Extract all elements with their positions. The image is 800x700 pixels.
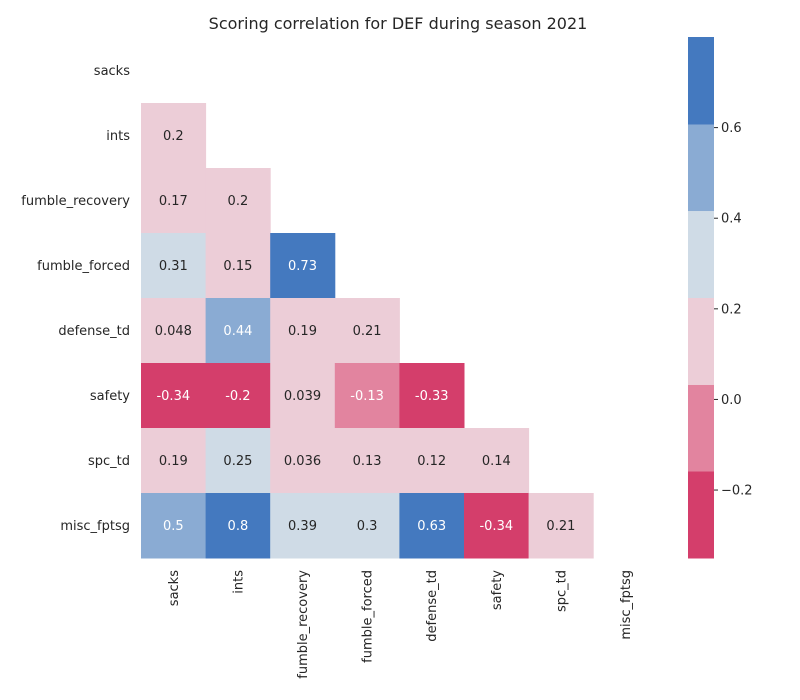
chart-title: Scoring correlation for DEF during seaso…	[209, 14, 588, 33]
heatmap-cell	[399, 493, 465, 559]
cell-value-label: -0.13	[350, 389, 384, 404]
cell-value-label: 0.14	[482, 454, 511, 469]
cell-value-label: -0.34	[156, 389, 190, 404]
cell-value-label: -0.33	[415, 389, 449, 404]
cell-value-label: 0.31	[159, 259, 188, 274]
cell-value-label: 0.036	[284, 454, 321, 469]
heatmap-cell	[141, 168, 207, 234]
heatmap-cell	[205, 428, 271, 494]
cell-value-label: 0.17	[159, 194, 188, 209]
cell-value-label: -0.34	[479, 519, 513, 534]
heatmap-cell	[141, 493, 207, 559]
colorbar-tick-label: 0.4	[721, 212, 742, 227]
heatmap-cell	[205, 298, 271, 364]
heatmap-cell	[334, 428, 400, 494]
heatmap-cell	[334, 493, 400, 559]
y-tick-label: misc_fptsg	[60, 519, 130, 534]
cell-value-label: 0.19	[288, 324, 317, 339]
colorbar-segment	[688, 123, 714, 212]
heatmap-cell	[270, 363, 336, 429]
y-tick-label: spc_td	[88, 454, 130, 469]
heatmap-cell	[528, 493, 594, 559]
heatmap-cell	[270, 493, 336, 559]
heatmap-cell	[205, 363, 271, 429]
colorbar-segment	[688, 37, 714, 125]
y-tick-labels: sacks ints fumble_recovery fumble_forceddef…	[21, 64, 130, 534]
cell-value-label: 0.25	[223, 454, 252, 469]
heatmap-cell	[205, 493, 271, 559]
x-tick-label: fumble_recovery	[296, 570, 311, 679]
heatmap-cell	[464, 428, 530, 494]
x-tick-labels: sacks ints fumble_recovery fumble_forced def…	[167, 570, 634, 679]
colorbar-tick-label: 0.2	[721, 302, 742, 317]
heatmap-cell	[270, 233, 336, 299]
heatmap-cell	[141, 233, 207, 299]
cell-value-label: 0.048	[155, 324, 192, 339]
colorbar-segment	[688, 384, 714, 472]
cell-value-label: 0.13	[353, 454, 382, 469]
x-tick-label: sacks	[167, 570, 182, 606]
heatmap-cell	[141, 363, 207, 429]
cell-value-label: 0.8	[228, 519, 249, 534]
heatmap-cell	[141, 298, 207, 364]
cell-value-label: 0.12	[417, 454, 446, 469]
heatmap-cell	[205, 233, 271, 299]
heatmap-cell	[399, 363, 465, 429]
heatmap-cell	[334, 298, 400, 364]
x-tick-label: safety	[490, 570, 505, 610]
heatmap-cell	[334, 363, 400, 429]
cell-value-label: 0.44	[223, 324, 252, 339]
cell-value-label: 0.5	[163, 519, 184, 534]
x-tick-label: defense_td	[425, 570, 440, 642]
cell-value-label: 0.039	[284, 389, 321, 404]
colorbar-tick-label: −0.2	[721, 484, 753, 499]
heatmap-cells: 0.2 0.17 0.2 0.31 0.15 0.73 0.048 0.44 0.19 0.21 -…	[141, 103, 594, 559]
y-tick-label: fumble_recovery	[21, 194, 130, 209]
colorbar-segment	[688, 471, 714, 559]
cell-value-label: 0.73	[288, 259, 317, 274]
x-tick-label: spc_td	[554, 570, 569, 612]
heatmap-cell	[270, 428, 336, 494]
cell-value-label: 0.15	[223, 259, 252, 274]
heatmap-cell	[141, 103, 207, 169]
y-tick-label: ints	[106, 129, 130, 144]
y-tick-label: sacks	[94, 64, 130, 79]
cell-value-label: 0.2	[163, 129, 184, 144]
cell-value-label: 0.2	[228, 194, 249, 209]
heatmap-cell	[141, 428, 207, 494]
y-tick-label: defense_td	[58, 324, 130, 339]
y-tick-label: fumble_forced	[37, 259, 130, 274]
colorbar-segment	[688, 297, 714, 385]
heatmap-cell	[399, 428, 465, 494]
cell-value-label: 0.39	[288, 519, 317, 534]
colorbar-tick-label: 0.6	[721, 121, 742, 136]
heatmap-cell	[464, 493, 530, 559]
cell-value-label: 0.21	[353, 324, 382, 339]
y-tick-label: safety	[90, 389, 130, 404]
x-tick-label: ints	[231, 570, 246, 594]
cell-value-label: 0.63	[417, 519, 446, 534]
x-tick-label: misc_fptsg	[619, 570, 634, 640]
cell-value-label: 0.21	[546, 519, 575, 534]
cell-value-label: 0.19	[159, 454, 188, 469]
heatmap-cell	[205, 168, 271, 234]
cell-value-label: 0.3	[357, 519, 378, 534]
cell-value-label: -0.2	[225, 389, 250, 404]
heatmap-cell	[270, 298, 336, 364]
colorbar-tick-label: 0.0	[721, 393, 742, 408]
colorbar: −0.2 0.0 0.2 0.4 0.6	[688, 37, 753, 559]
x-tick-label: fumble_forced	[361, 570, 376, 663]
colorbar-segment	[688, 210, 714, 298]
